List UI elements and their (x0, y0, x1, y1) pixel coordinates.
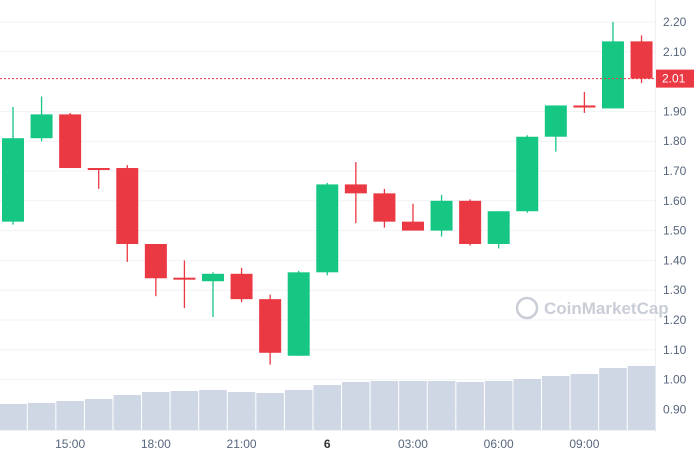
volume-bar (199, 390, 227, 430)
volume-bar (113, 395, 142, 430)
candle-body (373, 193, 396, 222)
x-tick-label: 6 (324, 437, 331, 451)
candle-body (516, 136, 539, 212)
candle (430, 194, 453, 237)
candle (401, 203, 424, 231)
candle-body (459, 200, 482, 245)
volume-bar (627, 366, 656, 430)
y-tick-label: 1.90 (663, 104, 687, 118)
y-tick-label: 1.00 (663, 373, 687, 387)
candle-body (230, 273, 253, 300)
candle (144, 244, 167, 297)
candle-body (59, 114, 82, 169)
volume-bar (399, 381, 427, 430)
y-tick-label: 1.70 (663, 164, 687, 178)
candle-body (30, 114, 53, 139)
candle-body (173, 277, 196, 280)
watermark-text: CoinMarketCap (544, 299, 669, 318)
candle (87, 168, 110, 189)
x-tick-label: 18:00 (141, 437, 171, 451)
candle-body (430, 200, 453, 231)
volume-bar (256, 393, 284, 430)
y-tick-label: 1.30 (663, 283, 687, 297)
candle (601, 22, 624, 109)
volume-bar (27, 403, 56, 430)
current-price-badge (656, 69, 694, 88)
x-tick-label: 03:00 (398, 437, 428, 451)
candle (487, 211, 510, 249)
candle-body (287, 272, 310, 356)
volume-bar (313, 385, 342, 430)
x-tick-label: 06:00 (484, 437, 514, 451)
candle-body (573, 105, 596, 108)
y-tick-label: 0.90 (663, 402, 687, 416)
candle (516, 135, 539, 213)
volume-bar (456, 382, 484, 430)
x-tick-label: 15:00 (55, 437, 85, 451)
candle (2, 106, 24, 225)
candle (544, 105, 567, 152)
candle-body (487, 211, 510, 245)
volume-bar (484, 381, 513, 430)
candle (287, 270, 310, 356)
candle-body (316, 184, 339, 273)
y-tick-label: 1.10 (663, 343, 687, 357)
y-tick-label: 2.10 (663, 45, 687, 59)
candle-body (87, 168, 110, 171)
candle (30, 96, 53, 142)
candle-body (630, 41, 653, 79)
volume-bar (370, 381, 399, 430)
candle (344, 162, 367, 224)
x-tick-label: 21:00 (227, 437, 257, 451)
coinmarketcap-logo-icon (515, 296, 539, 320)
candle-body (544, 105, 567, 137)
candle (116, 165, 139, 262)
candle-body (601, 41, 624, 109)
y-tick-label: 2.20 (663, 15, 687, 29)
volume-bar (56, 401, 84, 430)
volume-bar (599, 368, 627, 430)
candle-body (2, 138, 24, 222)
candle-body (344, 184, 367, 194)
candle (630, 35, 653, 84)
candle (459, 199, 482, 246)
volume-bar (542, 376, 570, 430)
candle (573, 92, 596, 113)
y-tick-label: 1.40 (663, 253, 687, 267)
volume-bar (284, 390, 313, 430)
y-tick-label: 1.50 (663, 224, 687, 238)
volume-bar (513, 379, 542, 430)
y-tick-label: 1.20 (663, 313, 687, 327)
candle (59, 112, 82, 169)
candle-body (201, 273, 224, 282)
y-tick-label: 1.80 (663, 134, 687, 148)
candle (230, 267, 253, 303)
volume-bar (170, 391, 199, 430)
x-tick-label: 09:00 (569, 437, 599, 451)
y-tick-label: 1.60 (663, 194, 687, 208)
coinmarketcap-watermark: CoinMarketCap (515, 296, 669, 320)
candle (259, 294, 282, 365)
volume-bar (227, 392, 256, 430)
volume-bar (0, 404, 27, 430)
volume-bar (427, 381, 456, 430)
volume-bar (342, 382, 370, 430)
candle (201, 272, 224, 318)
candle-body (401, 221, 424, 231)
current-price-label: 2.01 (662, 72, 686, 86)
candle (173, 260, 196, 309)
candle (373, 188, 396, 228)
candle-body (144, 244, 167, 279)
candle (316, 182, 339, 276)
candle-body (259, 299, 282, 353)
volume-bar (84, 399, 113, 430)
candle-body (116, 168, 139, 245)
volume-bar (142, 392, 170, 430)
volume-bar (570, 374, 599, 430)
